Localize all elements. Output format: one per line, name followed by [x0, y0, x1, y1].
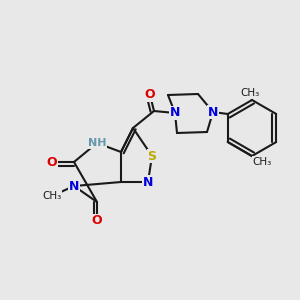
Text: S: S [148, 149, 157, 163]
Text: O: O [145, 88, 155, 101]
Text: CH₃: CH₃ [240, 88, 260, 98]
Text: O: O [92, 214, 102, 227]
Text: O: O [47, 155, 57, 169]
Text: CH₃: CH₃ [252, 157, 272, 167]
Text: N: N [208, 106, 218, 118]
Text: N: N [69, 179, 79, 193]
Text: NH: NH [88, 138, 106, 148]
Text: N: N [143, 176, 153, 188]
Text: CH₃: CH₃ [42, 191, 62, 201]
Text: N: N [170, 106, 180, 119]
